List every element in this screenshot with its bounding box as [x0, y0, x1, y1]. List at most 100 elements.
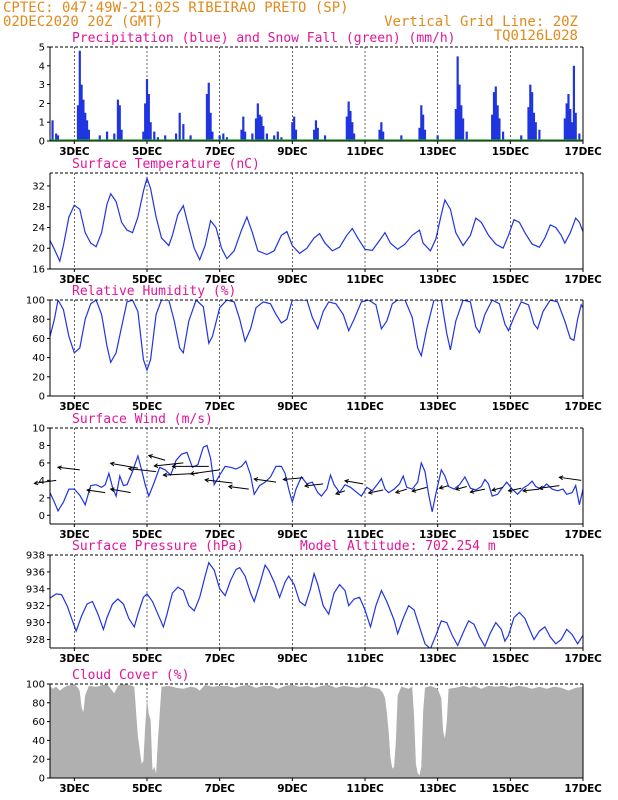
precip-bar: [380, 122, 383, 141]
wind-arrowhead: [127, 466, 133, 472]
wind-arrowhead: [162, 472, 168, 478]
wind-arrow: [110, 488, 131, 494]
wind-arrowhead: [469, 489, 475, 494]
y-tick-label: 938: [26, 551, 45, 562]
x-tick-label: 7DEC: [205, 401, 236, 413]
x-tick-label: 5DEC: [132, 146, 163, 158]
precip-bar: [164, 135, 167, 141]
y-tick-label: 0: [39, 137, 45, 148]
precip-bar: [280, 137, 283, 141]
wind-arrow: [470, 488, 486, 493]
precip-bar: [293, 116, 296, 141]
precip-bar: [494, 86, 497, 141]
x-tick-label: 9DEC: [277, 783, 308, 795]
precip-bar: [534, 122, 537, 141]
precip-bar: [87, 129, 90, 141]
precip-bar: [189, 135, 192, 141]
y-tick-label: 20: [32, 244, 45, 255]
precip-bar: [178, 112, 181, 141]
y-tick-label: 0: [39, 392, 45, 403]
wind-arrowhead: [33, 480, 39, 486]
precip-bar: [145, 78, 149, 141]
header-location: CPTEC: 047:49W-21:02S RIBEIRAO PRETO (SP…: [3, 0, 349, 16]
precip-bar: [149, 122, 152, 141]
precip-bar: [520, 135, 523, 141]
x-tick-label: 5DEC: [132, 274, 163, 286]
precip-bar: [113, 133, 116, 141]
precip-bar: [273, 135, 276, 141]
y-tick-label: 928: [26, 635, 45, 646]
y-tick-label: 80: [32, 315, 45, 326]
wind-arrowhead: [438, 485, 444, 490]
panel-title: Surface Temperature (nC): [72, 157, 260, 172]
precip-bar: [265, 133, 269, 141]
wind-arrow: [128, 468, 157, 473]
precip-bar: [118, 105, 121, 141]
precip-bar: [316, 127, 319, 141]
precip-bar: [400, 135, 403, 141]
wind-arrowhead: [367, 490, 373, 495]
precip-bar: [244, 131, 247, 141]
precip-bar: [532, 112, 536, 141]
wind-arrowhead: [334, 490, 340, 496]
y-tick-label: 5: [39, 43, 45, 54]
precip-bar: [156, 137, 160, 141]
precip-bar: [254, 118, 258, 141]
x-tick-label: 15DEC: [492, 401, 530, 413]
precip-bar: [538, 129, 541, 141]
precip-bar: [501, 131, 505, 141]
wind-arrow: [344, 480, 364, 485]
x-tick-label: 13DEC: [419, 274, 457, 286]
header-grid-line: Vertical Grid Line: 20Z: [384, 14, 578, 30]
y-tick-label: 2: [39, 99, 45, 110]
wind-arrow: [304, 483, 324, 487]
precip-bar: [382, 131, 385, 141]
y-tick-label: 3: [39, 80, 45, 91]
x-tick-label: 13DEC: [419, 783, 457, 795]
y-tick-label: 1: [39, 118, 45, 129]
precip-bar: [571, 122, 574, 141]
x-tick-label: 3DEC: [59, 274, 90, 286]
precip-bar: [567, 94, 570, 141]
y-tick-label: 0: [39, 511, 45, 522]
panel-title: Surface Wind (m/s): [72, 412, 213, 427]
wind-arrow: [254, 478, 277, 483]
wind-arrowhead: [109, 487, 115, 492]
wind-arrow: [492, 486, 504, 491]
x-tick-label: 11DEC: [346, 146, 384, 158]
precip-bar: [85, 120, 89, 141]
precip-bar: [276, 131, 279, 141]
x-tick-label: 11DEC: [346, 401, 384, 413]
wind-arrowhead: [109, 461, 115, 467]
panel-4: 928 930 932 934 936 938 3DEC 5DEC 7DEC 9DEC 11DEC 1…: [26, 539, 602, 665]
precip-bar: [294, 129, 298, 141]
precip-bar: [78, 50, 81, 142]
wind-arrow: [190, 469, 220, 475]
x-tick-label: 3DEC: [59, 146, 90, 158]
precip-bar: [460, 105, 463, 141]
wind-arrowhead: [204, 477, 210, 483]
precip-bar: [458, 84, 461, 141]
x-tick-label: 7DEC: [205, 529, 236, 541]
precip-bar: [347, 101, 350, 141]
precip-bar: [258, 114, 261, 141]
x-tick-label: 15DEC: [492, 274, 530, 286]
x-tick-label: 17DEC: [564, 529, 602, 541]
y-tick-label: 80: [32, 698, 45, 709]
y-tick-label: 2: [39, 493, 45, 504]
y-tick-label: 100: [26, 680, 45, 691]
x-tick-label: 7DEC: [205, 274, 236, 286]
wind-arrowhead: [507, 487, 513, 493]
x-tick-label: 11DEC: [346, 783, 384, 795]
x-tick-label: 15DEC: [492, 529, 530, 541]
x-tick-label: 15DEC: [492, 146, 530, 158]
precip-bar: [314, 120, 318, 141]
precip-bar: [323, 135, 327, 141]
precip-bar: [422, 114, 425, 141]
wind-arrowhead: [558, 475, 564, 481]
wind-arrowhead: [304, 483, 309, 488]
header-date: 02DEC2020 20Z (GMT): [3, 14, 163, 30]
precip-bar: [182, 124, 185, 141]
x-tick-label: 3DEC: [59, 783, 90, 795]
precip-bar: [436, 135, 439, 141]
